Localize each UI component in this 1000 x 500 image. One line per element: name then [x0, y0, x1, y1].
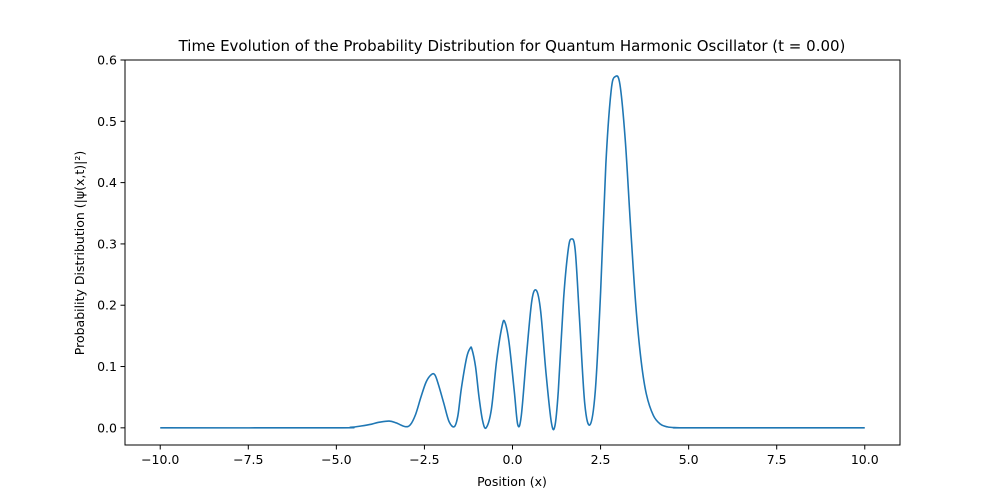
series-layer: [160, 75, 865, 431]
y-tick-label: 0.0: [97, 420, 117, 435]
y-tick-label: 0.4: [97, 175, 117, 190]
y-tick-label: 0.3: [97, 236, 117, 251]
chart-title: Time Evolution of the Probability Distri…: [178, 37, 846, 55]
y-axis-label: Probability Distribution (|ψ(x,t)|²): [72, 151, 87, 355]
x-tick-label: −10.0: [141, 452, 179, 467]
probability-distribution-line: [160, 75, 865, 431]
y-tick-label: 0.1: [97, 359, 117, 374]
x-axis-label: Position (x): [477, 474, 547, 489]
y-tick-label: 0.5: [97, 114, 117, 129]
x-tick-label: 5.0: [679, 452, 699, 467]
x-axis-ticks: −10.0 −7.5 −5.0 −2.5 0.0 2.5 5.0 7.5 10.0: [141, 445, 879, 467]
y-tick-label: 0.2: [97, 298, 117, 313]
x-tick-label: 10.0: [851, 452, 879, 467]
x-tick-label: 0.0: [503, 452, 523, 467]
plot-area: −10.0 −7.5 −5.0 −2.5 0.0 2.5 5.0 7.5 10.0 0.0 0.1…: [97, 53, 901, 467]
x-tick-label: −5.0: [321, 452, 351, 467]
x-tick-label: −7.5: [233, 452, 263, 467]
x-tick-label: 2.5: [591, 452, 611, 467]
x-tick-label: −2.5: [409, 452, 439, 467]
x-tick-label: 7.5: [767, 452, 787, 467]
y-tick-label: 0.6: [97, 53, 117, 68]
y-axis-ticks: 0.0 0.1 0.2 0.3 0.4 0.5 0.6: [97, 53, 125, 435]
